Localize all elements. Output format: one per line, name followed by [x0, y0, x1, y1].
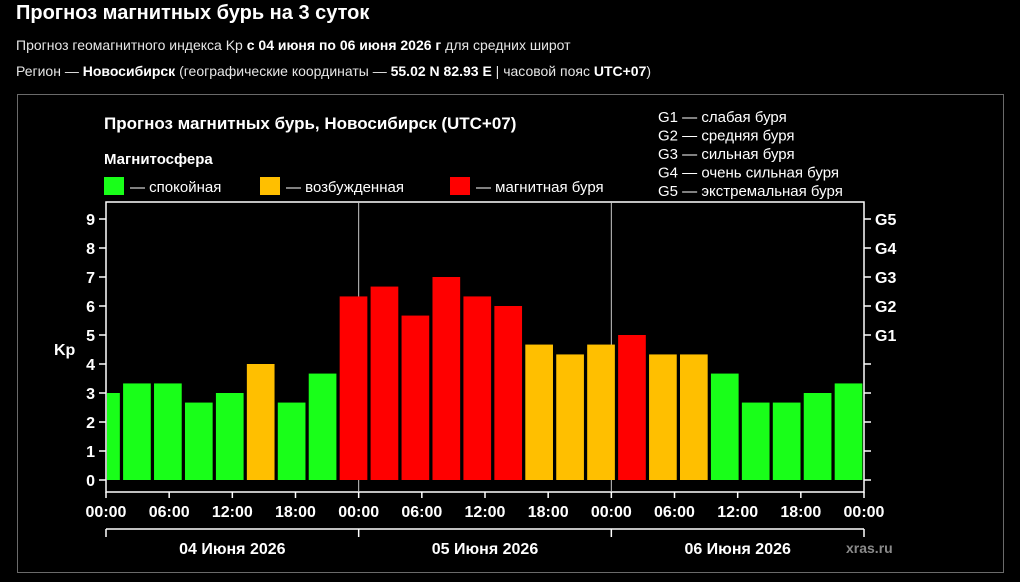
g-scale-item: G4 — очень сильная буря	[658, 165, 839, 182]
y-tick-label: 5	[86, 328, 95, 345]
plot-area: 0 1 2 3 4 5 6 7 8 9 G1 G2 G3 G4 G5 00:00 06:00 12:00 18:00…	[86, 201, 896, 558]
kp-bar	[123, 383, 151, 480]
x-tick-label: 18:00	[275, 504, 316, 521]
x-tick-label: 06:00	[149, 504, 190, 521]
kp-bar	[432, 277, 461, 480]
g-scale-item: G3 — сильная буря	[658, 146, 795, 163]
chart-frame	[17, 94, 1004, 573]
day-label: 06 Июня 2026	[684, 541, 791, 558]
g-scale-item: G5 — экстремальная буря	[658, 183, 843, 200]
day-label: 05 Июня 2026	[432, 541, 539, 558]
legend-title: Магнитосфера	[104, 151, 213, 168]
g-tick-label: G4	[875, 241, 896, 258]
y-tick-label: 4	[86, 357, 95, 374]
g-scale-item: G2 — средняя буря	[658, 128, 795, 145]
x-tick-label: 12:00	[465, 504, 506, 521]
g-tick-label: G2	[875, 299, 896, 316]
subtitle-prefix: Прогноз геомагнитного индекса Kp	[16, 37, 247, 53]
kp-bar	[401, 315, 430, 480]
page-title: Прогноз магнитных бурь на 3 суток	[16, 2, 370, 24]
x-tick-label: 06:00	[654, 504, 695, 521]
kp-bar	[277, 402, 306, 480]
kp-bar	[370, 286, 399, 480]
y-tick-label: 0	[86, 473, 95, 490]
region-prefix: Регион —	[16, 63, 83, 79]
g-tick-label: G3	[875, 270, 896, 287]
kp-bar	[184, 402, 213, 480]
region-suffix: )	[646, 63, 652, 79]
y-tick-label: 9	[86, 212, 95, 229]
legend-label-excited: — возбужденная	[286, 179, 404, 196]
y-axis-label: Kp	[54, 342, 76, 359]
kp-bar	[772, 402, 801, 480]
kp-bar	[587, 344, 615, 480]
kp-bar	[556, 354, 584, 480]
y-tick-label: 2	[86, 415, 95, 432]
watermark: xras.ru	[846, 540, 893, 556]
kp-bar	[710, 373, 739, 480]
x-tick-label: 18:00	[528, 504, 569, 521]
g-tick-label: G5	[875, 212, 896, 229]
kp-bar	[463, 296, 492, 480]
day-label: 04 Июня 2026	[179, 541, 286, 558]
kp-bar	[154, 383, 182, 480]
region-coords: 55.02 N 82.93 E	[390, 63, 492, 79]
x-tick-label: 06:00	[401, 504, 442, 521]
legend-swatch-excited	[260, 177, 280, 195]
x-tick-label: 00:00	[591, 504, 632, 521]
kp-bar	[107, 393, 120, 480]
kp-bar	[215, 393, 244, 480]
kp-bar	[679, 354, 708, 480]
legend: — спокойная — возбужденная — магнитная бур…	[104, 177, 604, 196]
y-tick-label: 6	[86, 299, 95, 316]
region-coords-prefix: (географические координаты —	[175, 63, 391, 79]
kp-bar	[834, 383, 863, 480]
kp-bar	[618, 335, 646, 480]
forecast-subtitle: Прогноз геомагнитного индекса Kp с 04 ию…	[16, 37, 571, 53]
kp-bar	[246, 364, 275, 480]
legend-swatch-quiet	[104, 177, 124, 195]
legend-label-storm: — магнитная буря	[476, 179, 604, 196]
y-tick-label: 1	[86, 444, 95, 461]
g-tick-label: G1	[875, 328, 896, 345]
kp-bar	[308, 373, 337, 480]
subtitle-suffix: для средних широт	[441, 37, 571, 53]
region-city: Новосибирск	[82, 63, 176, 79]
y-tick-label: 3	[86, 386, 95, 403]
y-tick-label: 8	[86, 241, 95, 258]
x-tick-label: 12:00	[717, 504, 758, 521]
x-tick-label: 00:00	[844, 504, 885, 521]
legend-label-quiet: — спокойная	[130, 179, 221, 196]
x-tick-label: 18:00	[780, 504, 821, 521]
kp-bar	[494, 306, 523, 480]
kp-bar	[741, 402, 770, 480]
x-tick-label: 00:00	[338, 504, 379, 521]
subtitle-date-range: с 04 июня по 06 июня 2026 г	[246, 37, 442, 53]
region-info: Регион — Новосибирск (географические коо…	[16, 63, 651, 79]
g-scale-item: G1 — слабая буря	[658, 109, 787, 126]
y-tick-label: 7	[86, 270, 95, 287]
chart-title: Прогноз магнитных бурь, Новосибирск (UTC…	[104, 114, 516, 133]
kp-bar	[649, 354, 677, 480]
kp-bar	[525, 344, 553, 480]
kp-bar	[803, 393, 832, 480]
kp-bar	[339, 296, 368, 480]
x-tick-label: 12:00	[212, 504, 253, 521]
region-timezone: UTC+07	[593, 63, 647, 79]
x-tick-label: 00:00	[86, 504, 127, 521]
legend-swatch-storm	[450, 177, 470, 195]
region-tz-prefix: | часовой пояс	[491, 63, 594, 79]
